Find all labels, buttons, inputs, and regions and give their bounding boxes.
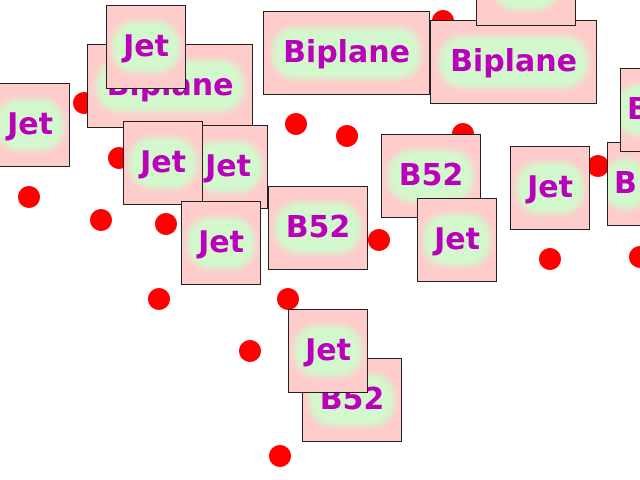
label-tile: Jet [417,198,497,282]
marker-dot [239,340,261,362]
tile-label: B [608,163,640,205]
label-tile: B52 [268,186,368,270]
tile-label: Jet [1,104,59,146]
tile-label: B52 [279,207,357,249]
label-tile: B [620,68,640,152]
marker-dot [155,213,177,235]
marker-dot [368,229,390,251]
label-tile: Biplane [430,20,597,104]
tile-label: B52 [392,155,470,197]
marker-dot [285,113,307,135]
tile-label: Jet [192,222,250,264]
marker-dot [148,288,170,310]
label-tile: Jet [106,5,186,89]
marker-dot [629,246,640,268]
tile-label: Jet [521,167,579,209]
label-tile: Jet [181,201,261,285]
label-tile: Jet [123,121,203,205]
marker-dot [90,209,112,231]
label-tile: Jet [288,309,368,393]
marker-dot [539,248,561,270]
tile-label: Jet [428,219,486,261]
label-tile: Jet [510,146,590,230]
tile-label: Jet [199,146,257,188]
tile-label: Jet [134,142,192,184]
tile-label: Biplane [277,32,416,74]
tile-label: Biplane [444,41,583,83]
label-tile: Biplane [263,11,430,95]
marker-dot [277,288,299,310]
marker-dot [18,186,40,208]
label-tile: B [607,142,640,226]
tile-label: Jet [299,330,357,372]
label-tile: Jet [476,0,576,26]
tile-label: B [621,89,640,131]
marker-dot [269,445,291,467]
label-tile: Jet [0,83,70,167]
marker-dot [336,125,358,147]
tile-label: Jet [117,26,175,68]
marker-dot [587,155,609,177]
tile-label: Jet [497,0,555,5]
